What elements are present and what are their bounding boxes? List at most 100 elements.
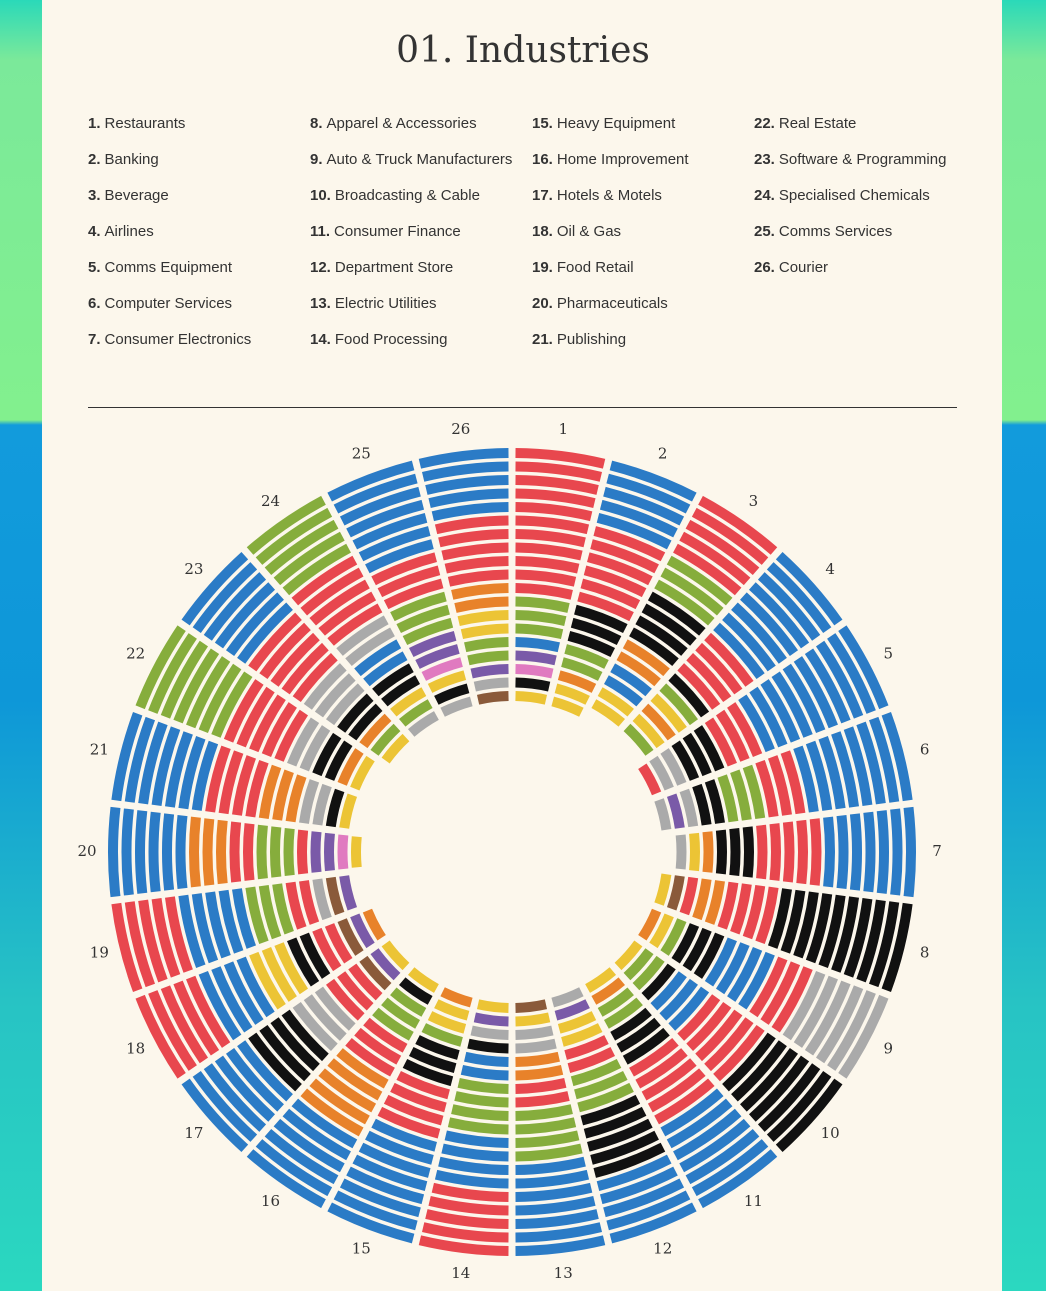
ring-segment [804,648,851,724]
legend-number: 8. [310,115,323,132]
ring-segment [447,569,509,587]
ring-segment [722,612,776,672]
ring-segment [223,961,264,1025]
ring-segment [838,625,889,710]
ring-segment [282,543,351,596]
ring-segment [216,819,228,885]
ring-segment [151,898,181,978]
ring-segment [337,748,364,786]
ring-segment [515,1196,596,1216]
ring-segment [325,876,345,916]
ring-segment [358,1142,431,1178]
ring-segment [827,633,876,714]
ring-segment [249,694,286,753]
ring-segment [599,1166,678,1205]
ring-segment [203,572,267,641]
ring-segment [151,726,181,806]
ring-segment [383,578,444,610]
ring-segment [427,1011,467,1034]
legend-item: 18. Oil & Gas [532,223,621,240]
ring-segment [515,1104,573,1121]
ring-segment [148,633,197,714]
legend-number: 17. [532,187,553,204]
ring-segment [597,987,634,1017]
ring-segment [715,942,750,995]
ring-segment [381,675,421,707]
ring-segment [138,899,168,983]
legend-item: 8. Apparel & Accessories [310,115,477,132]
ring-segment [148,811,161,893]
ring-segment [476,999,509,1013]
ring-segment [749,686,788,748]
ring-segment [641,703,676,741]
ring-segment [272,769,294,821]
ring-segment [692,878,712,921]
legend-item: 22. Real Estate [754,115,856,132]
ring-segment [583,565,647,598]
ring-segment [236,956,275,1018]
ring-segment [856,721,886,805]
ring-segment [173,648,220,724]
legend-name: Specialised Chemicals [778,187,930,204]
ring-segment [755,759,779,818]
ring-segment [805,893,833,964]
ring-segment [641,1058,697,1101]
ring-segment [769,823,781,881]
ring-segment [135,625,186,710]
ring-segment [303,663,347,710]
side-strip [1002,0,1046,1291]
ring-segment [606,1190,691,1231]
ring-segment [757,572,821,641]
ring-segment [327,1058,383,1101]
legend-name: Real Estate [778,115,857,132]
ring-segment [668,986,710,1031]
ring-segment [314,673,356,718]
ring-segment [647,591,706,636]
ring-segment [390,687,427,717]
legend-number: 13. [310,295,331,312]
ring-segment [352,798,370,831]
ring-segment [261,946,297,1002]
ring-segment [396,1070,450,1100]
ring-segment [675,834,687,870]
ring-segment [218,889,244,954]
ring-segment [372,663,414,697]
ring-segment [371,1118,438,1152]
ring-segment [270,1017,320,1072]
ring-segment [704,779,725,824]
ring-segment [843,726,873,806]
ring-segment [868,901,900,988]
legend-number: 19. [532,259,553,276]
legend-item: 10. Broadcasting & Cable [310,187,480,204]
ring-segment [421,1222,509,1243]
ring-segment [890,808,903,896]
ring-segment [281,1009,329,1062]
ring-segment [327,603,383,646]
ring-segment [377,1106,441,1139]
ring-segment [428,1196,509,1216]
ring-segment [310,831,322,873]
ring-segment [603,1178,685,1218]
ring-segment [654,1078,715,1125]
ring-segment [359,955,392,991]
ring-segment [192,1070,258,1142]
ring-segment [727,946,763,1002]
ring-segment [326,978,365,1021]
legend-item: 2. Banking [88,151,159,168]
ring-segment [515,664,554,679]
ring-segment [831,896,860,973]
legend-item: 14. Food Processing [310,331,447,348]
ring-segment [285,774,307,823]
sector-label: 20 [77,842,96,860]
ring-segment [350,755,375,791]
ring-segment [337,918,364,956]
ring-segment [309,579,370,626]
ring-segment [421,1023,463,1047]
legend-item: 17. Hotels & Motels [532,187,662,204]
ring-segment [793,745,819,813]
ring-segment [191,740,219,811]
ring-segment [333,473,418,514]
ring-segment [567,631,616,657]
ring-segment [246,495,326,555]
